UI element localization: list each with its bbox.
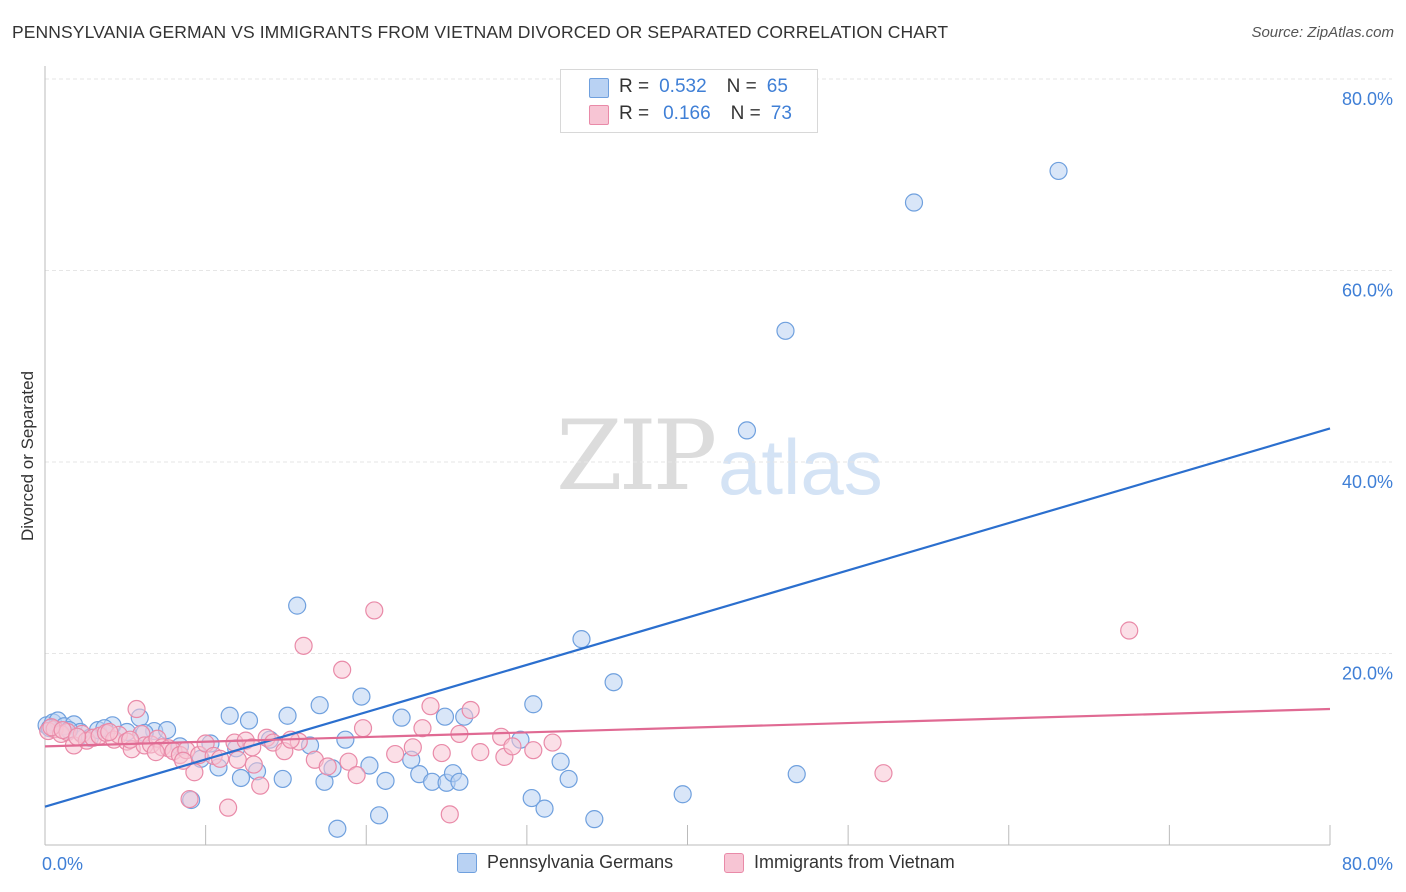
point-pennsylvania-germans <box>352 687 371 706</box>
point-immigrants-from-vietnam <box>127 699 146 719</box>
point-immigrants-from-vietnam <box>353 719 373 738</box>
point-immigrants-from-vietnam <box>403 738 422 757</box>
point-pennsylvania-germans <box>673 785 692 804</box>
legend-row-blue: R = 0.532 N = 65 <box>619 74 788 100</box>
legend-swatch-pink <box>589 105 609 125</box>
point-pennsylvania-germans <box>559 769 578 789</box>
y-tick-label: 60.0% <box>1342 281 1393 301</box>
point-pennsylvania-germans <box>360 756 379 775</box>
chart-title: PENNSYLVANIA GERMAN VS IMMIGRANTS FROM V… <box>12 22 949 42</box>
trendline-pennsylvania-germans <box>44 427 1331 808</box>
legend-row-pink: R = 0.166 N = 73 <box>619 101 792 127</box>
legend-label: Pennsylvania Germans <box>487 852 674 872</box>
point-pennsylvania-germans <box>392 708 411 727</box>
point-pennsylvania-germans <box>220 706 239 725</box>
correlation-legend: R = 0.532 N = 65 R = 0.166 N = 73 <box>560 69 818 133</box>
legend-swatch-blue <box>457 852 477 873</box>
legend-swatch-blue <box>589 78 609 98</box>
point-pennsylvania-germans <box>273 769 292 789</box>
point-pennsylvania-germans <box>522 788 541 808</box>
point-immigrants-from-vietnam <box>440 805 459 824</box>
point-immigrants-from-vietnam <box>471 743 490 762</box>
point-immigrants-from-vietnam <box>503 737 522 756</box>
point-immigrants-from-vietnam <box>251 776 270 795</box>
source-credit: Source: ZipAtlas.com <box>1251 24 1394 41</box>
n-value: 65 <box>766 76 788 97</box>
trendline-immigrants-from-vietnam <box>44 707 1331 748</box>
point-pennsylvania-germans <box>450 772 469 791</box>
point-pennsylvania-germans <box>370 806 389 825</box>
point-pennsylvania-germans <box>1049 161 1068 181</box>
point-immigrants-from-vietnam <box>461 700 480 720</box>
point-pennsylvania-germans <box>231 768 251 788</box>
point-immigrants-from-vietnam <box>121 730 140 749</box>
y-tick-label: 80.0% <box>1342 89 1393 109</box>
point-pennsylvania-germans <box>604 673 623 692</box>
point-immigrants-from-vietnam <box>432 743 451 763</box>
point-immigrants-from-vietnam <box>543 733 562 752</box>
n-label: N = <box>726 76 757 97</box>
r-value: 0.166 <box>663 103 711 124</box>
point-immigrants-from-vietnam <box>244 755 263 774</box>
watermark-zip: ZIP <box>556 400 717 512</box>
point-pennsylvania-germans <box>551 752 570 771</box>
point-immigrants-from-vietnam <box>874 764 893 783</box>
point-immigrants-from-vietnam <box>100 722 119 742</box>
point-immigrants-from-vietnam <box>339 752 358 771</box>
point-pennsylvania-germans <box>776 321 795 340</box>
point-pennsylvania-germans <box>239 711 259 730</box>
point-pennsylvania-germans <box>435 707 455 726</box>
n-value: 73 <box>770 103 792 124</box>
legend-item-pennsylvania-germans: Pennsylvania Germans <box>457 852 673 873</box>
point-immigrants-from-vietnam <box>347 766 366 785</box>
point-pennsylvania-germans <box>572 630 591 649</box>
y-tick-label: 20.0% <box>1342 664 1393 684</box>
point-pennsylvania-germans <box>524 695 543 714</box>
point-immigrants-from-vietnam <box>365 601 384 620</box>
point-pennsylvania-germans <box>737 421 757 440</box>
point-immigrants-from-vietnam <box>386 744 405 764</box>
point-immigrants-from-vietnam <box>228 750 247 769</box>
point-immigrants-from-vietnam <box>318 757 337 776</box>
point-immigrants-from-vietnam <box>219 798 238 817</box>
legend-swatch-pink <box>724 852 744 873</box>
point-immigrants-from-vietnam <box>333 660 352 679</box>
r-value: 0.532 <box>659 76 707 97</box>
point-pennsylvania-germans <box>585 810 604 829</box>
point-pennsylvania-germans <box>336 730 355 749</box>
legend-label: Immigrants from Vietnam <box>754 852 955 872</box>
point-pennsylvania-germans <box>787 765 806 784</box>
point-immigrants-from-vietnam <box>524 741 543 760</box>
legend-item-immigrants-from-vietnam: Immigrants from Vietnam <box>724 852 955 873</box>
point-immigrants-from-vietnam <box>68 727 87 746</box>
x-tick-label: 80.0% <box>1342 854 1393 874</box>
point-pennsylvania-germans <box>904 193 924 212</box>
series-legend: Pennsylvania Germans Immigrants from Vie… <box>0 852 1406 878</box>
y-tick-label: 40.0% <box>1342 472 1393 492</box>
point-pennsylvania-germans <box>328 819 347 838</box>
point-pennsylvania-germans <box>535 799 554 818</box>
point-immigrants-from-vietnam <box>1120 621 1139 640</box>
point-immigrants-from-vietnam <box>294 636 313 655</box>
point-immigrants-from-vietnam <box>413 719 432 738</box>
point-pennsylvania-germans <box>278 706 297 725</box>
r-label: R = <box>619 103 650 124</box>
n-label: N = <box>730 103 761 124</box>
x-tick-label: 0.0% <box>42 854 83 874</box>
point-pennsylvania-germans <box>310 696 329 715</box>
point-pennsylvania-germans <box>376 771 395 790</box>
point-immigrants-from-vietnam <box>421 697 440 716</box>
r-label: R = <box>619 76 650 97</box>
point-pennsylvania-germans <box>288 596 307 615</box>
point-immigrants-from-vietnam <box>146 743 165 762</box>
point-immigrants-from-vietnam <box>180 789 199 809</box>
